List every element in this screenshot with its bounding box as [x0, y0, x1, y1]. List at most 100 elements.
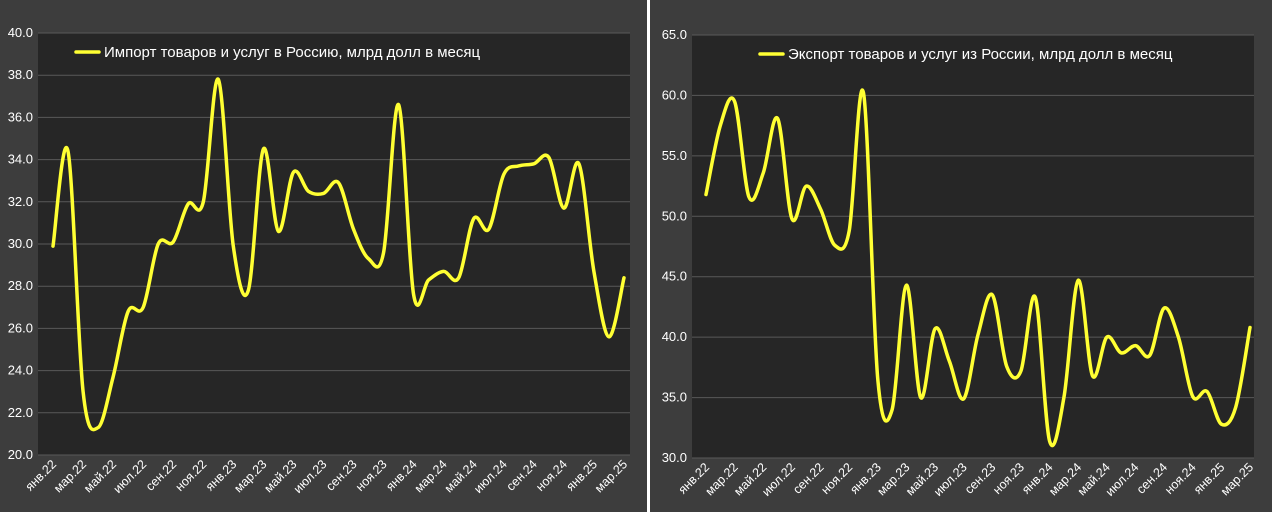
data-point	[1206, 390, 1208, 393]
data-point	[1249, 326, 1251, 329]
y-tick-label: 40.0	[8, 25, 33, 40]
y-tick-label: 45.0	[662, 269, 687, 284]
data-point	[1177, 336, 1180, 338]
data-point	[172, 241, 174, 243]
data-point	[112, 376, 114, 378]
data-point	[905, 284, 908, 287]
y-tick-label: 22.0	[8, 405, 33, 420]
data-point	[262, 148, 265, 150]
data-point	[1077, 279, 1079, 282]
data-point	[962, 398, 965, 400]
import-chart: 20.0 22.0 24.0 26.0 28.0 30.0 32.0 34.0 36.0 38.0…	[8, 25, 630, 496]
y-tick-label: 30.0	[8, 236, 33, 251]
data-point	[819, 208, 822, 210]
export-chart: 30.035.040.045.050.055.060.065.0янв.22ма…	[662, 27, 1256, 499]
data-point	[67, 150, 69, 152]
data-point	[503, 173, 505, 176]
data-point	[1048, 440, 1051, 442]
legend-label: Экспорт товаров и услуг из России, млрд …	[788, 46, 1173, 63]
data-point	[97, 426, 99, 429]
data-point	[217, 78, 220, 81]
y-tick-label: 65.0	[662, 27, 687, 42]
y-tick-label: 28.0	[8, 278, 33, 293]
data-point	[277, 230, 280, 233]
data-point	[1163, 307, 1165, 309]
data-point	[337, 182, 340, 184]
data-point	[1034, 296, 1037, 299]
data-point	[1149, 354, 1151, 357]
data-point	[1091, 375, 1094, 377]
data-point	[948, 360, 951, 363]
y-tick-label: 55.0	[662, 148, 687, 163]
data-point	[307, 190, 310, 193]
panel-divider	[647, 0, 650, 512]
y-tick-label: 30.0	[662, 450, 687, 465]
data-point	[593, 270, 595, 273]
data-point	[292, 171, 295, 174]
data-point	[1063, 396, 1065, 399]
data-point	[934, 327, 936, 330]
y-tick-label: 24.0	[8, 363, 33, 378]
data-point	[533, 163, 535, 165]
data-point	[352, 228, 355, 230]
data-point	[1220, 423, 1223, 426]
y-tick-label: 38.0	[8, 67, 33, 82]
data-point	[1134, 344, 1137, 347]
data-point	[1191, 395, 1194, 398]
data-point	[187, 203, 189, 205]
data-point	[412, 293, 415, 296]
y-tick-label: 35.0	[662, 390, 687, 405]
y-tick-label: 34.0	[8, 152, 33, 167]
series-line	[51, 77, 626, 432]
y-tick-label: 32.0	[8, 194, 33, 209]
data-point	[705, 193, 707, 196]
data-point	[457, 277, 460, 279]
data-point	[991, 294, 994, 296]
y-tick-label: 36.0	[8, 109, 33, 124]
legend-label: Импорт товаров и услуг в Россию, млрд до…	[104, 44, 481, 61]
data-point	[367, 258, 370, 260]
data-point	[877, 378, 879, 381]
data-point	[1020, 370, 1022, 372]
data-point	[382, 251, 385, 254]
data-point	[397, 103, 400, 106]
data-point	[247, 289, 250, 292]
data-point	[891, 408, 893, 411]
data-point	[1005, 365, 1008, 367]
y-tick-label: 26.0	[8, 320, 33, 335]
data-point	[548, 156, 550, 159]
data-point	[977, 333, 979, 336]
y-tick-label: 40.0	[662, 329, 687, 344]
data-point	[52, 245, 54, 247]
data-point	[848, 230, 850, 232]
data-point	[157, 243, 159, 245]
data-point	[427, 279, 430, 281]
y-tick-label: 60.0	[662, 87, 687, 102]
plot-area	[692, 35, 1254, 458]
data-point	[202, 201, 205, 203]
data-point	[762, 172, 765, 174]
data-point	[82, 390, 84, 393]
data-point	[518, 165, 520, 167]
data-point	[862, 92, 865, 94]
data-point	[834, 244, 836, 247]
data-point	[488, 228, 490, 230]
y-tick-label: 20.0	[8, 447, 33, 462]
data-point	[791, 217, 793, 220]
data-point	[578, 163, 580, 165]
data-point	[805, 185, 807, 187]
data-point	[322, 192, 325, 195]
data-point	[442, 270, 445, 273]
data-point	[719, 124, 722, 127]
data-point	[472, 217, 475, 220]
data-point	[1234, 406, 1237, 409]
data-point	[776, 117, 779, 120]
data-point	[142, 306, 144, 309]
data-point	[563, 207, 565, 209]
y-tick-label: 50.0	[662, 208, 687, 223]
data-point	[127, 310, 129, 313]
data-point	[919, 396, 922, 399]
data-point	[1120, 352, 1122, 354]
data-point	[1106, 336, 1108, 338]
